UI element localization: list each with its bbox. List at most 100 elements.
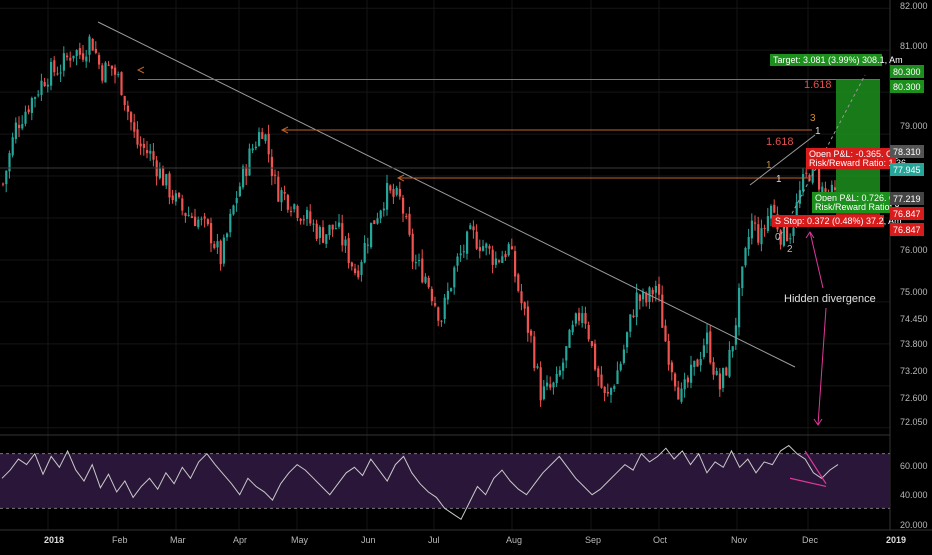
- candle-body: [354, 268, 357, 274]
- price-tick: 76.000: [900, 245, 928, 255]
- rsi-band: [0, 453, 890, 509]
- price-tick: 74.450: [900, 314, 928, 324]
- candle-body: [741, 266, 744, 289]
- candle-body: [402, 197, 405, 214]
- candle-body: [382, 208, 385, 211]
- price-badge: 77.219: [893, 194, 921, 204]
- candle-body: [104, 62, 107, 83]
- candle-body: [533, 336, 536, 369]
- candle-body: [379, 210, 382, 219]
- rsi-line: [1, 444, 839, 521]
- rsi-divergence-line: [789, 477, 827, 488]
- price-tick: 82.000: [900, 1, 928, 11]
- candle-body: [584, 312, 587, 324]
- candle-body: [203, 216, 206, 219]
- candle-body: [37, 94, 40, 96]
- price-badge: 80.300: [893, 67, 921, 77]
- candle-body: [635, 292, 638, 318]
- candle-body: [754, 222, 757, 224]
- candle-body: [258, 132, 261, 146]
- candle-body: [798, 190, 801, 204]
- candle-body: [501, 256, 504, 263]
- rr-red-label: Risk/Reward Ratio: 1.36: [809, 158, 906, 168]
- candle-body: [440, 320, 443, 322]
- candle-body: [66, 55, 69, 58]
- candle-body: [360, 261, 363, 275]
- time-tick-Sep: Sep: [585, 535, 601, 545]
- candle-body: [706, 332, 709, 345]
- candle-body: [498, 260, 501, 262]
- channel-line-upper: [749, 134, 816, 186]
- time-axis[interactable]: 2018 Feb Mar Apr May Jun Jul Aug Sep Oct Nov Dec 201…: [44, 535, 906, 545]
- candle-body: [136, 129, 139, 145]
- candle-body: [418, 259, 421, 261]
- candle-body: [491, 249, 494, 265]
- candle-body: [165, 174, 168, 186]
- candle-body: [795, 202, 798, 226]
- candle-body: [606, 391, 609, 394]
- rr-green-label-bg: [812, 201, 892, 213]
- rsi-overbought-oversold-band: [0, 453, 890, 509]
- candle-body: [616, 370, 619, 385]
- candle-body: [152, 151, 155, 160]
- candle-body: [178, 192, 181, 198]
- candle-body: [110, 65, 113, 69]
- price-badge: 80.300: [893, 82, 921, 92]
- candle-body: [341, 223, 344, 246]
- candle-body: [168, 173, 171, 198]
- candle-body: [421, 258, 424, 283]
- open-pl-red-label: Open P&L: -0.365, Qty:: [809, 149, 903, 159]
- candle-body: [213, 243, 216, 249]
- candle-body: [24, 111, 27, 124]
- candle-body: [523, 302, 526, 309]
- candle-body: [709, 331, 712, 363]
- candle-body: [78, 48, 81, 55]
- candle-body: [245, 167, 248, 176]
- candle-body: [11, 137, 14, 156]
- candle-body: [392, 189, 395, 197]
- rsi-tick: 20.000: [900, 520, 928, 530]
- price-axis[interactable]: 82.000 81.000 80.300 80.300 79.000 78.310 77.9…: [890, 1, 928, 530]
- candle-body: [654, 285, 657, 293]
- candle-body: [408, 213, 411, 235]
- candle-body: [386, 183, 389, 210]
- candle-body: [194, 216, 197, 227]
- hidden-divergence-label: Hidden divergence: [784, 293, 876, 305]
- candle-body: [642, 292, 645, 300]
- stop-label: S Stop: 0.372 (0.48%) 37.2, Am: [775, 216, 902, 226]
- candle-body: [232, 205, 235, 215]
- candle-body: [302, 219, 305, 221]
- candle-body: [376, 218, 379, 224]
- candle-body: [590, 341, 593, 346]
- candle-body: [187, 214, 190, 216]
- candle-body: [309, 211, 312, 224]
- candle-body: [770, 205, 773, 219]
- profit-zone: [836, 79, 880, 209]
- candle-body: [315, 223, 318, 239]
- candle-body: [558, 370, 561, 376]
- candle-body: [488, 246, 491, 249]
- candle-body: [696, 359, 699, 367]
- candle-body: [757, 224, 760, 243]
- candle-body: [773, 204, 776, 213]
- candle-body: [834, 187, 837, 190]
- time-tick-Jul: Jul: [428, 535, 440, 545]
- candle-body: [200, 218, 203, 220]
- price-badge-bg: [890, 223, 924, 236]
- time-tick-Jun: Jun: [361, 535, 376, 545]
- divergence-arrow-up: [809, 231, 824, 289]
- candle-body: [130, 112, 133, 123]
- candle-body: [485, 243, 488, 248]
- candle-body: [658, 284, 661, 295]
- fib-1618-upper: 1.618: [804, 79, 832, 91]
- candle-body: [248, 148, 251, 176]
- candle-body: [546, 382, 549, 387]
- candle-body: [251, 148, 254, 151]
- candle-body: [238, 186, 241, 197]
- candle-body: [699, 358, 702, 366]
- candle-body: [789, 238, 792, 240]
- candle-body: [712, 362, 715, 375]
- candle-body: [296, 205, 299, 219]
